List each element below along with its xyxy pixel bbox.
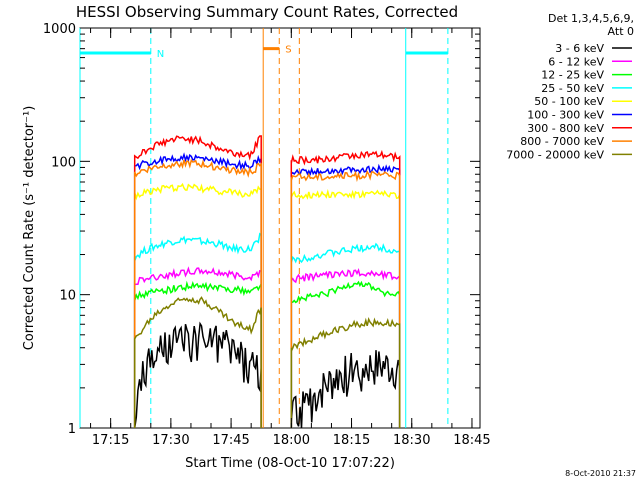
series-800-7000kev <box>133 158 401 428</box>
legend-label: 100 - 300 keV <box>527 109 604 122</box>
flag-label: N <box>157 49 164 60</box>
series-line <box>290 149 401 428</box>
x-tick-label: 18:15 <box>333 433 370 448</box>
legend-label: 12 - 25 keV <box>541 69 604 82</box>
series-300-800kev <box>133 135 401 428</box>
legend-title: Det 1,3,4,5,6,9, <box>548 12 634 25</box>
x-tick-label: 17:45 <box>212 433 249 448</box>
y-tick-label: 100 <box>51 155 76 170</box>
series-12-25kev <box>133 280 401 428</box>
series-line <box>290 163 401 428</box>
legend-label: 50 - 100 keV <box>534 95 604 108</box>
legend-label: 6 - 12 keV <box>548 55 604 68</box>
legend-label: 25 - 50 keV <box>541 82 604 95</box>
flag-label: S <box>285 45 291 56</box>
series-line <box>133 158 262 428</box>
series-line <box>290 280 401 428</box>
x-tick-label: 17:15 <box>92 433 129 448</box>
chart-title: HESSI Observing Summary Count Rates, Cor… <box>76 3 458 21</box>
legend-title: Att 0 <box>608 25 634 38</box>
y-axis-label: Corrected Count Rate (s⁻¹ detector⁻¹) <box>22 106 37 351</box>
footer-date: 8-Oct-2010 21:37 <box>565 469 636 478</box>
x-tick-label: 18:30 <box>393 433 430 448</box>
y-tick-label: 1 <box>68 422 76 437</box>
legend-label: 300 - 800 keV <box>527 122 604 135</box>
series-6-12kev <box>133 266 401 428</box>
series-line <box>133 296 262 428</box>
series-line <box>133 152 262 428</box>
series-25-50kev <box>133 232 401 428</box>
series-line <box>133 266 262 428</box>
plot-frame <box>79 27 481 429</box>
x-tick-label: 17:30 <box>152 433 189 448</box>
series-100-300kev <box>133 152 401 428</box>
y-tick-label: 1000 <box>43 22 76 37</box>
series-line <box>290 350 401 428</box>
series-7000-20000kev <box>133 296 401 428</box>
x-tick-label: 18:00 <box>273 433 310 448</box>
series-line <box>290 242 401 428</box>
series-line <box>133 321 262 429</box>
y-axis: 1 10 100 1000 <box>43 22 480 437</box>
x-tick-label: 18:45 <box>453 433 490 448</box>
series-50-100kev <box>133 182 401 428</box>
legend-label: 3 - 6 keV <box>555 42 604 55</box>
series-layer <box>133 135 401 429</box>
series-line <box>290 188 401 428</box>
series-3-6kev <box>133 321 401 429</box>
series-line <box>133 232 262 428</box>
x-axis-label: Start Time (08-Oct-10 17:07:22) <box>185 456 395 471</box>
legend-label: 800 - 7000 keV <box>520 135 604 148</box>
series-line <box>133 280 262 428</box>
series-line <box>290 317 401 428</box>
series-line <box>290 268 401 428</box>
x-axis: 17:15 17:30 17:45 18:00 18:15 18:30 18:45 <box>90 28 491 448</box>
legend-label: 7000 - 20000 keV <box>506 148 604 161</box>
y-tick-label: 10 <box>59 289 76 304</box>
series-line <box>290 170 401 428</box>
series-line <box>133 135 262 428</box>
series-line <box>133 182 262 428</box>
